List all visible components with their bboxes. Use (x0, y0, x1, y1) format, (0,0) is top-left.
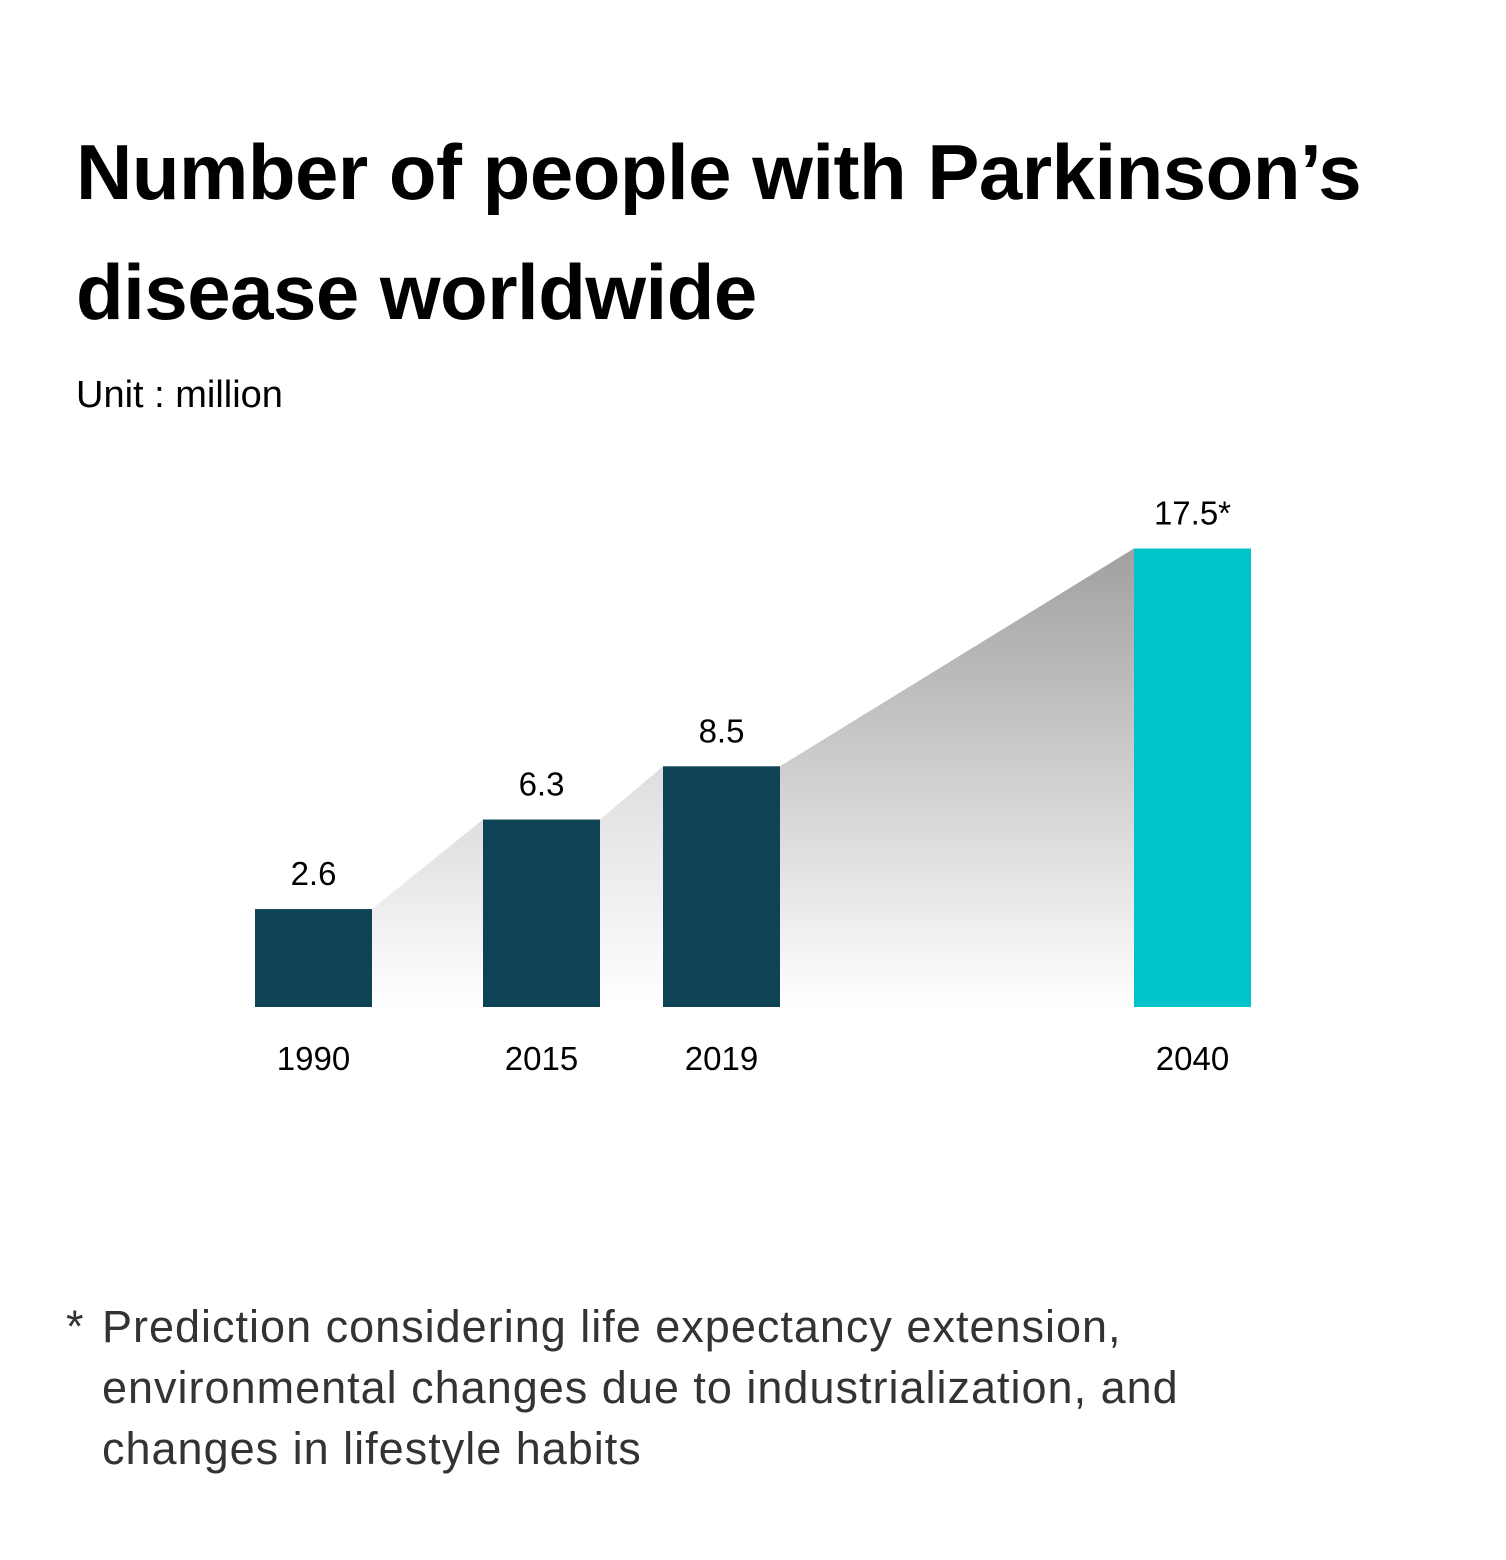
x-tick-label-1990: 1990 (277, 1040, 350, 1077)
footnote: * Prediction considering life expectancy… (66, 1296, 1322, 1479)
x-tick-label-2019: 2019 (685, 1040, 758, 1077)
bar-2015 (483, 819, 600, 1007)
x-tick-label-2015: 2015 (505, 1040, 578, 1077)
bar-2040 (1134, 548, 1251, 1007)
data-label-2019: 8.5 (699, 712, 745, 749)
footnote-marker: * (66, 1301, 85, 1352)
data-label-1990: 2.6 (291, 855, 337, 892)
bar-1990 (255, 909, 372, 1007)
bar-2019 (663, 766, 780, 1007)
footnote-text: Prediction considering life expectancy e… (102, 1301, 1179, 1474)
data-label-2015: 6.3 (519, 766, 565, 803)
connector-area-1 (600, 766, 663, 1007)
data-label-2040: 17.5* (1154, 495, 1231, 532)
chart-title: Number of people with Parkinson’s diseas… (76, 128, 1362, 336)
unit-label: Unit : million (76, 374, 283, 416)
x-tick-label-2040: 2040 (1156, 1040, 1229, 1077)
connector-area-2 (780, 548, 1134, 1007)
connector-area-0 (372, 819, 483, 1007)
